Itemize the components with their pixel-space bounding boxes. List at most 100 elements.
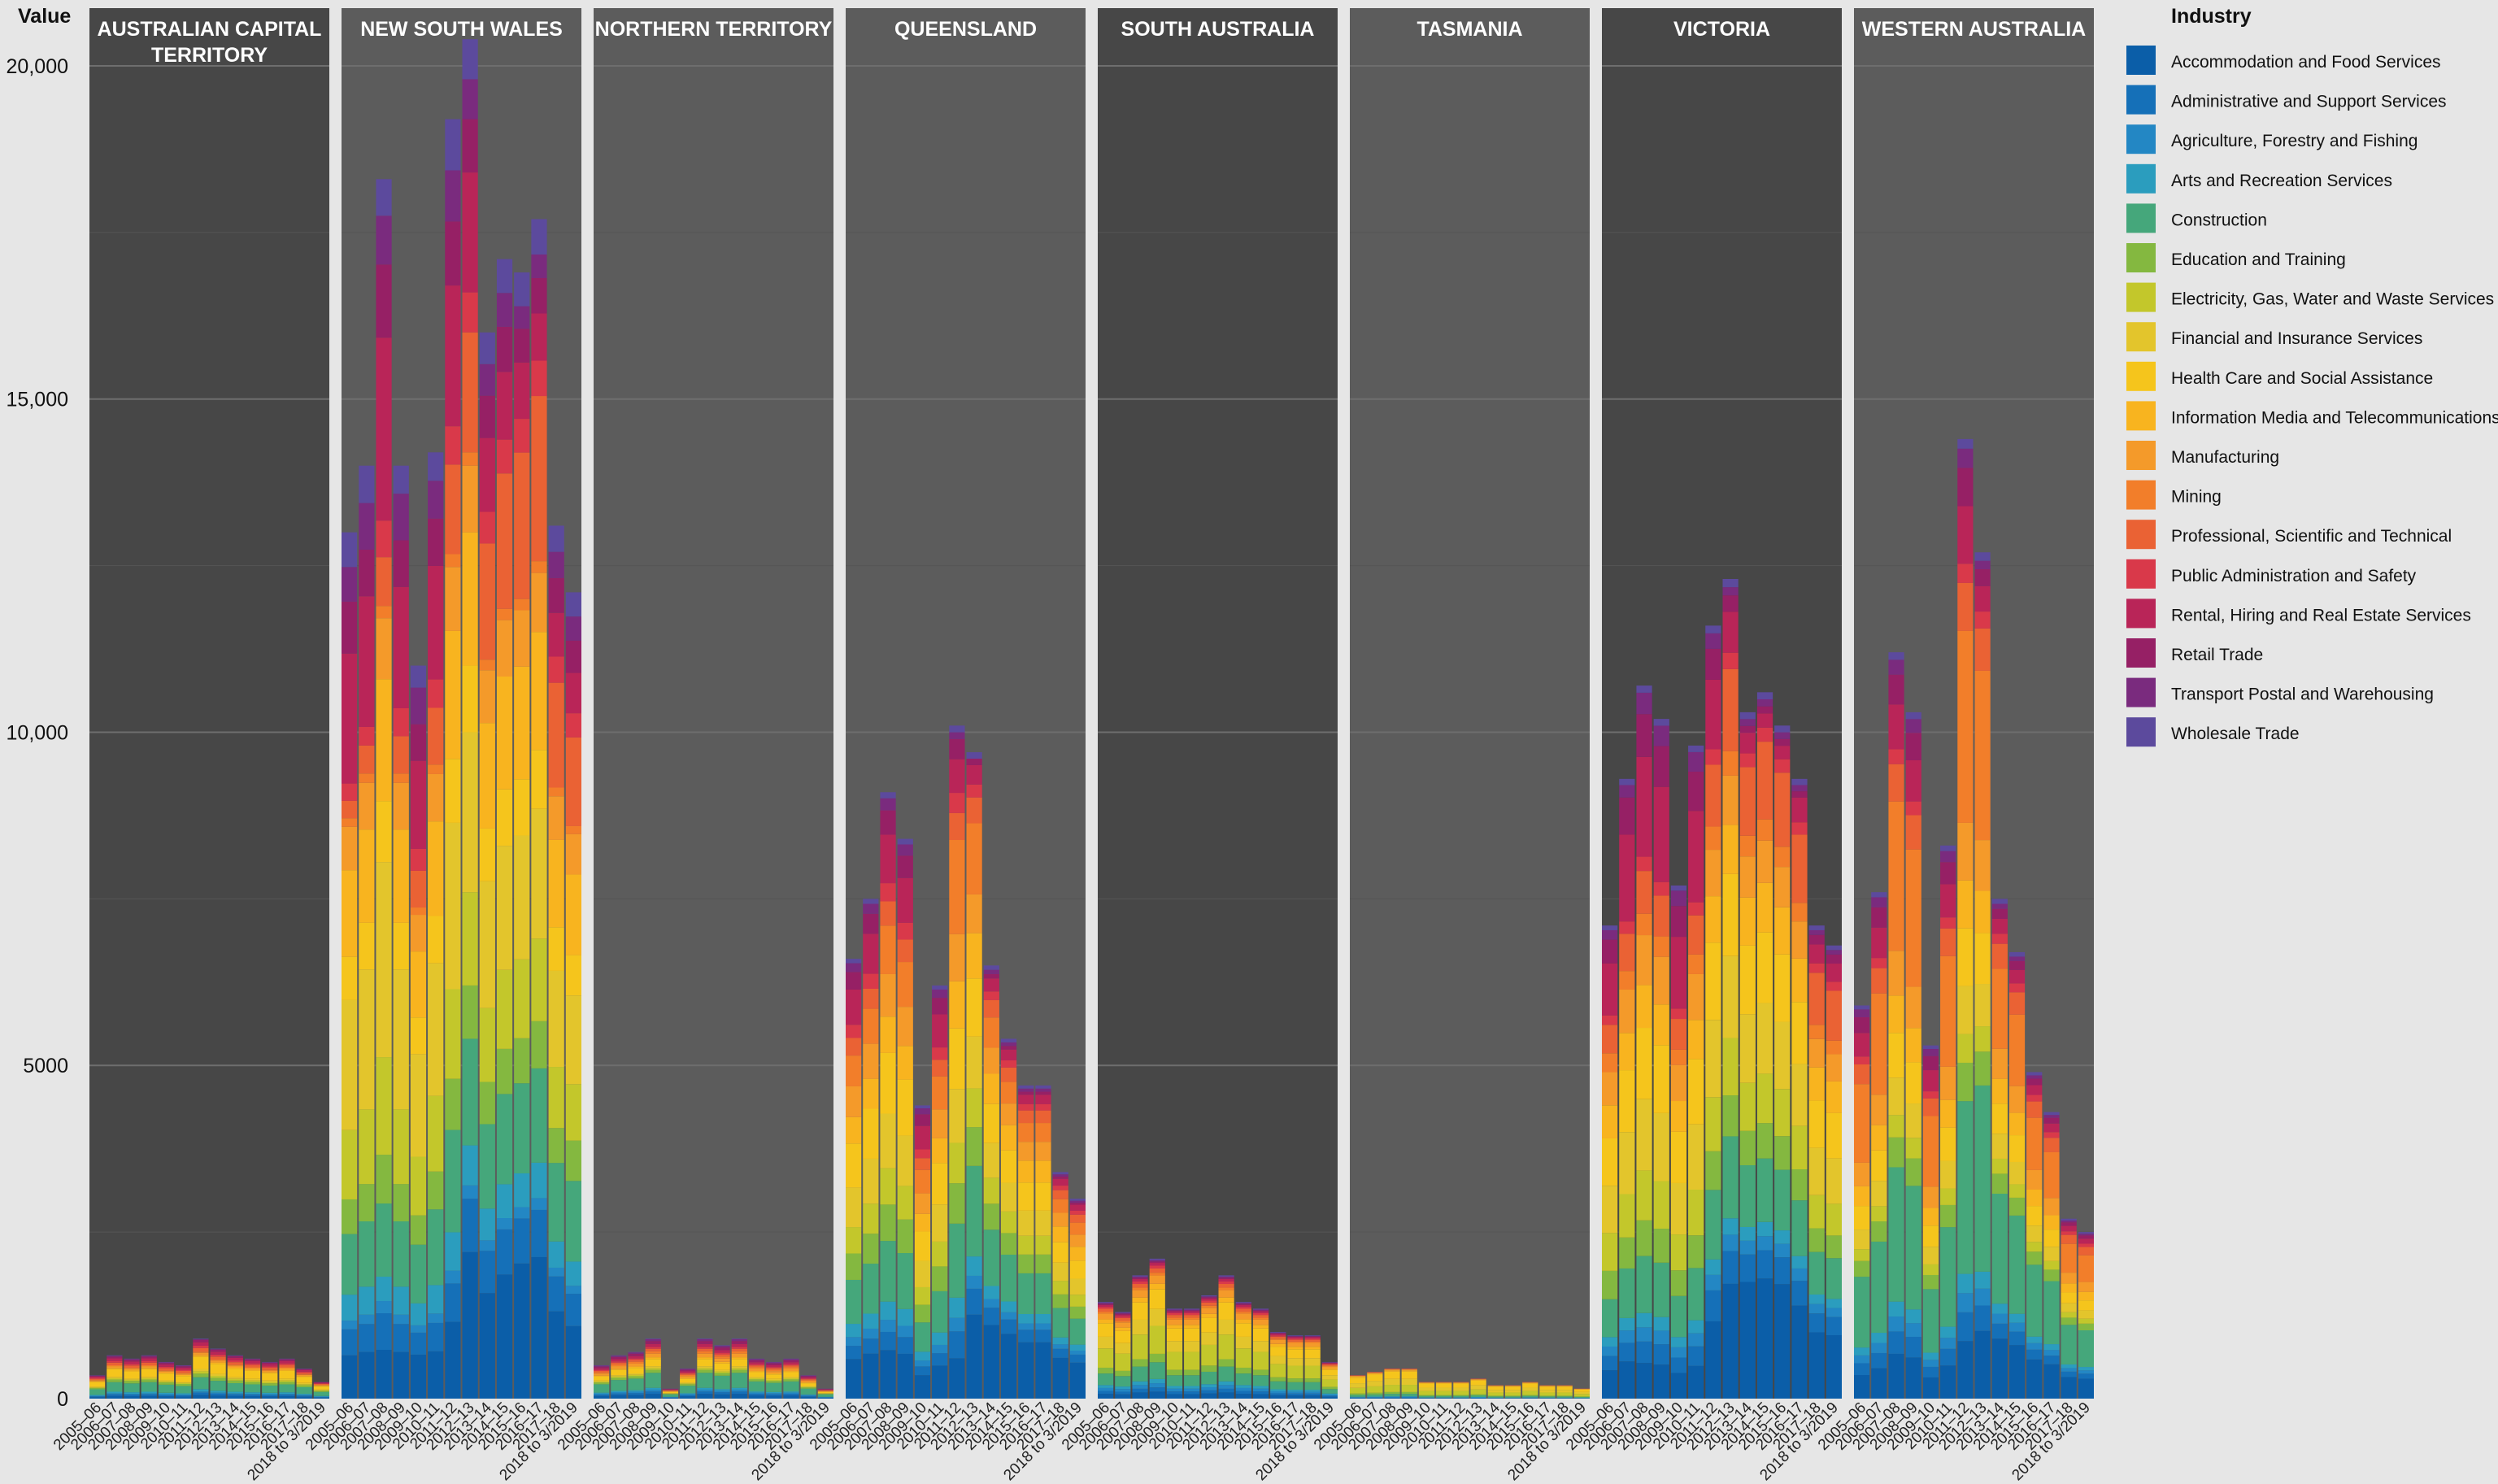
bar-segment [2043,1198,2060,1216]
bar-segment [1688,1235,1704,1269]
bar-segment [1826,990,1842,1041]
bar-segment [210,1354,226,1357]
bar-segment [645,1389,661,1392]
bar-segment [2026,1078,2043,1086]
bar-segment [107,1395,123,1399]
bar-segment [611,1393,627,1395]
stacked-bar [932,985,948,1399]
bar-segment [1132,1392,1148,1399]
bar-segment [714,1345,730,1347]
bar-segment [1854,1064,1870,1085]
bar-segment [479,1293,495,1399]
bar-segment [1304,1335,1321,1337]
bar-segment [176,1382,192,1384]
bar-segment [1201,1298,1217,1301]
bar-segment [880,1204,896,1242]
bar-segment [949,1317,965,1332]
bar-segment [1252,1394,1269,1399]
bar-segment [279,1384,295,1393]
bar-segment [846,1086,862,1117]
bar-segment [714,1352,730,1355]
bar-segment [897,844,913,856]
bar-segment [1052,1348,1068,1358]
bar-segment [1705,1097,1721,1151]
bar-segment [279,1368,295,1370]
bar-segment [1991,1313,2008,1324]
bar-segment [1487,1392,1504,1396]
bar-segment [594,1368,610,1370]
bar-segment [2008,969,2026,984]
legend-swatch [2126,717,2156,747]
bar-segment [359,726,375,746]
bar-segment [2008,1112,2026,1136]
bar-segment [949,1028,965,1090]
bar-segment [748,1367,765,1369]
bar-segment [766,1374,782,1379]
bar-segment [1602,1370,1618,1399]
bar-segment [158,1392,175,1395]
legend-swatch [2126,677,2156,707]
bar-segment [227,1391,243,1394]
bar-segment [89,1376,106,1377]
bar-segment [1052,1212,1068,1227]
bar-segment [176,1376,192,1382]
bar-segment [428,452,444,481]
bar-segment [731,1348,747,1351]
bar-segment [731,1338,747,1342]
bar-segment [1705,1020,1721,1098]
bar-segment [1000,1312,1017,1320]
bar-segment [1826,950,1842,955]
bar-segment [1756,1221,1773,1237]
bar-segment [2078,1238,2094,1244]
bar-segment [2061,1218,2077,1221]
stacked-bar [531,219,547,1399]
bar-segment [124,1394,140,1395]
bar-segment [1166,1375,1183,1386]
bar-segment [1854,1084,1870,1163]
stacked-bar [1453,1382,1469,1399]
bar-segment [766,1393,782,1395]
bar-segment [880,1241,896,1302]
stacked-bar [1470,1378,1486,1399]
bar-segment [611,1395,627,1399]
bar-segment [1470,1389,1486,1395]
bar-segment [1201,1365,1217,1372]
bar-segment [359,782,375,830]
bar-segment [1602,1233,1618,1271]
bar-segment [1940,1338,1956,1349]
bar-segment [107,1356,123,1359]
bar-segment [1957,630,1974,823]
bar-segment [983,978,999,992]
bar-segment [1688,1190,1704,1236]
bar-segment [279,1360,295,1364]
bar-segment [1000,1060,1017,1068]
bar-segment [1922,1116,1939,1187]
bar-segment [1166,1309,1183,1311]
bar-segment [1436,1382,1452,1384]
bar-segment [1756,727,1773,742]
bar-segment [846,1337,862,1347]
bar-segment [1636,685,1652,693]
bar-segment [1035,1330,1051,1343]
bar-segment [846,972,862,990]
bar-segment [1184,1310,1200,1312]
bar-segment [800,1386,816,1387]
bar-segment [1000,1049,1017,1061]
bar-segment [1367,1374,1383,1382]
bar-segment [983,1047,999,1074]
bar-segment [1888,1115,1904,1138]
bar-segment [1808,925,1825,930]
bar-segment [244,1392,261,1395]
legend-swatch [2126,559,2156,589]
bar-segment [1888,652,1904,660]
bar-segment [210,1390,226,1393]
bar-segment [1035,1091,1051,1095]
bar-segment [748,1371,765,1373]
bar-segment [2043,1269,2060,1282]
bar-segment [1166,1341,1183,1352]
bar-segment [1235,1307,1251,1309]
bar-segment [410,1215,427,1245]
bar-segment [1774,1136,1791,1170]
bar-segment [1791,903,1808,922]
bar-segment [1957,1062,1974,1102]
